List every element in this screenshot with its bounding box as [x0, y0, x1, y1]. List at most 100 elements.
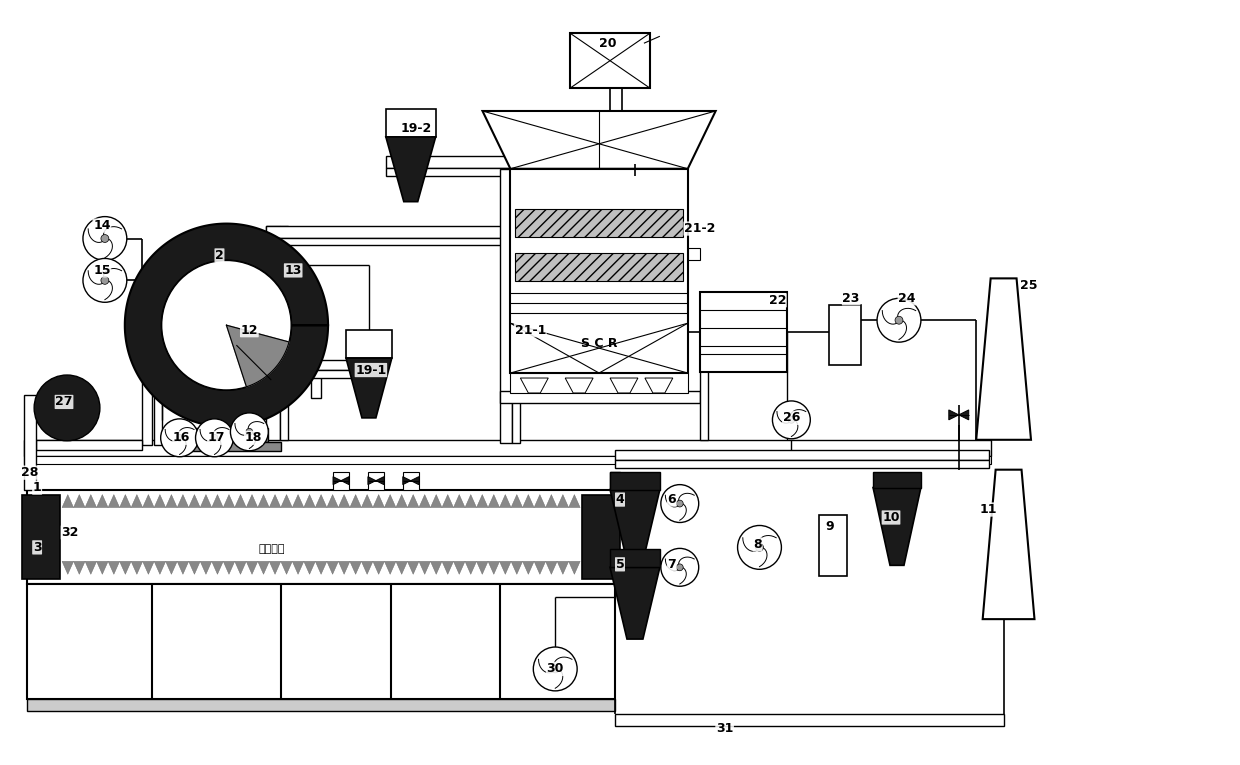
Bar: [24, 395, 36, 490]
Text: 22: 22: [769, 294, 786, 307]
Bar: [501, 169, 512, 443]
Polygon shape: [361, 562, 373, 575]
Polygon shape: [327, 495, 339, 507]
Polygon shape: [247, 495, 258, 507]
Bar: [141, 360, 237, 370]
Circle shape: [661, 549, 698, 586]
Polygon shape: [223, 562, 234, 575]
Polygon shape: [511, 495, 522, 507]
Polygon shape: [430, 495, 441, 507]
Polygon shape: [62, 562, 73, 575]
Circle shape: [895, 316, 903, 324]
Polygon shape: [384, 495, 396, 507]
Text: 28: 28: [21, 466, 38, 479]
Polygon shape: [410, 477, 419, 485]
Polygon shape: [396, 562, 408, 575]
Bar: [334, 472, 348, 490]
Polygon shape: [476, 562, 489, 575]
Bar: [386, 156, 635, 168]
Text: 4: 4: [615, 493, 625, 506]
Circle shape: [83, 259, 126, 302]
Polygon shape: [408, 562, 419, 575]
Text: 11: 11: [980, 503, 997, 516]
Circle shape: [676, 500, 683, 507]
Polygon shape: [334, 477, 341, 485]
Polygon shape: [86, 562, 97, 575]
Circle shape: [231, 413, 268, 451]
Polygon shape: [557, 495, 569, 507]
Bar: [141, 370, 237, 378]
Polygon shape: [86, 495, 97, 507]
Bar: [610, 549, 660, 568]
Circle shape: [211, 435, 218, 441]
Bar: [311, 360, 366, 370]
Polygon shape: [454, 562, 465, 575]
Polygon shape: [430, 562, 441, 575]
Bar: [615, 460, 988, 467]
Polygon shape: [376, 477, 384, 485]
Text: S C R: S C R: [580, 337, 618, 350]
Polygon shape: [546, 495, 557, 507]
Bar: [511, 169, 688, 373]
Polygon shape: [212, 495, 223, 507]
Polygon shape: [982, 470, 1034, 619]
Text: 23: 23: [842, 291, 859, 304]
Polygon shape: [315, 562, 327, 575]
Polygon shape: [645, 378, 673, 393]
Circle shape: [661, 485, 698, 522]
Polygon shape: [565, 378, 593, 393]
Polygon shape: [188, 495, 200, 507]
Bar: [516, 209, 683, 236]
Polygon shape: [269, 495, 280, 507]
Circle shape: [773, 401, 810, 439]
Polygon shape: [373, 562, 384, 575]
Bar: [185, 428, 268, 441]
Polygon shape: [569, 495, 580, 507]
Text: 12: 12: [241, 324, 258, 337]
Polygon shape: [500, 562, 511, 575]
Polygon shape: [522, 562, 534, 575]
Bar: [267, 237, 280, 268]
Text: 31: 31: [715, 722, 733, 735]
Text: 21-1: 21-1: [515, 324, 546, 337]
Polygon shape: [441, 562, 454, 575]
Text: 20: 20: [599, 37, 616, 50]
Bar: [267, 226, 516, 237]
Circle shape: [161, 260, 291, 390]
Bar: [267, 226, 280, 440]
Polygon shape: [339, 495, 350, 507]
Polygon shape: [521, 378, 548, 393]
Text: 13: 13: [284, 264, 301, 277]
Circle shape: [100, 276, 109, 285]
Circle shape: [35, 375, 100, 441]
Text: 32: 32: [61, 526, 78, 539]
Text: 9: 9: [825, 520, 833, 533]
Polygon shape: [234, 562, 247, 575]
Bar: [267, 237, 516, 246]
Polygon shape: [119, 495, 131, 507]
Text: 1: 1: [32, 481, 41, 494]
Polygon shape: [610, 378, 637, 393]
Bar: [311, 348, 321, 398]
Bar: [24, 440, 991, 456]
Text: 循环风罩: 循环风罩: [258, 544, 284, 554]
Polygon shape: [293, 495, 304, 507]
Bar: [610, 472, 660, 490]
Polygon shape: [339, 562, 350, 575]
Polygon shape: [396, 495, 408, 507]
Text: 3: 3: [32, 541, 41, 554]
Polygon shape: [569, 562, 580, 575]
Polygon shape: [154, 495, 166, 507]
Circle shape: [100, 235, 109, 243]
Bar: [615, 450, 988, 460]
Polygon shape: [280, 562, 293, 575]
Polygon shape: [361, 495, 373, 507]
Polygon shape: [511, 562, 522, 575]
Bar: [512, 169, 521, 443]
Circle shape: [738, 526, 781, 569]
Polygon shape: [119, 562, 131, 575]
Polygon shape: [534, 562, 546, 575]
Text: 18: 18: [244, 431, 262, 444]
Bar: [582, 495, 620, 579]
Polygon shape: [154, 562, 166, 575]
